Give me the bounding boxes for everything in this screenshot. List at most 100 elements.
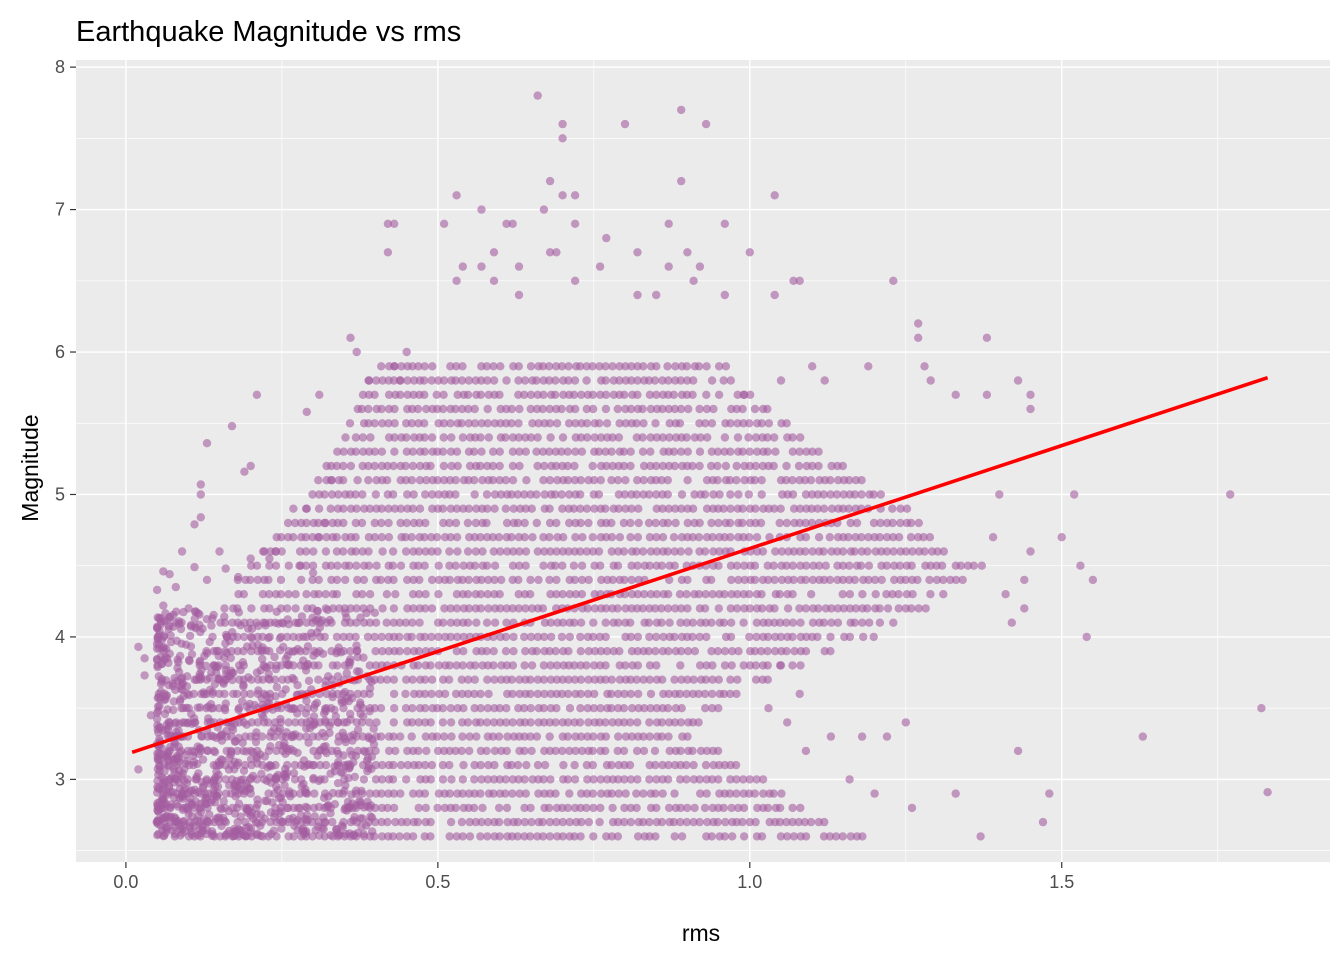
data-point <box>726 561 736 570</box>
data-point <box>207 704 216 713</box>
data-point <box>272 683 282 692</box>
data-point <box>507 533 516 542</box>
data-point <box>921 604 930 613</box>
data-point <box>533 760 543 770</box>
data-point <box>558 590 567 599</box>
data-point <box>266 829 276 839</box>
data-point <box>894 604 903 613</box>
data-point <box>583 732 592 741</box>
data-point <box>489 661 498 670</box>
data-point <box>389 675 399 684</box>
data-point <box>482 518 491 528</box>
data-point <box>439 376 449 385</box>
data-point <box>507 675 517 684</box>
data-point <box>439 675 448 684</box>
data-point <box>470 661 480 670</box>
data-point <box>314 590 323 599</box>
data-point <box>895 561 905 570</box>
data-point <box>570 376 580 385</box>
data-point <box>976 832 985 841</box>
data-point <box>646 547 656 556</box>
data-point <box>795 447 804 456</box>
data-point <box>388 547 398 556</box>
data-point <box>795 276 804 285</box>
data-point <box>832 490 842 499</box>
data-point <box>271 692 280 701</box>
data-point <box>395 832 404 841</box>
data-point <box>507 760 516 770</box>
data-point <box>495 775 504 784</box>
data-point <box>242 702 252 711</box>
data-point <box>470 775 479 784</box>
data-point <box>827 461 836 471</box>
data-point <box>677 832 687 841</box>
data-point <box>434 632 443 642</box>
data-point <box>677 647 686 656</box>
data-point <box>827 604 836 613</box>
data-point <box>626 533 635 542</box>
data-point <box>402 447 411 456</box>
data-point <box>257 694 266 703</box>
data-point <box>409 376 419 385</box>
data-point <box>408 789 418 798</box>
data-point <box>788 661 797 670</box>
data-point <box>682 590 691 599</box>
data-point <box>370 419 379 428</box>
data-point <box>901 575 910 585</box>
data-point <box>540 632 549 642</box>
data-point <box>727 661 736 670</box>
data-point <box>365 504 375 513</box>
data-point <box>496 718 505 727</box>
data-point <box>533 547 542 556</box>
data-point <box>383 248 393 257</box>
data-point <box>532 490 541 499</box>
data-point <box>367 752 376 761</box>
data-point <box>140 654 149 663</box>
data-point <box>246 461 255 471</box>
data-point <box>477 205 486 214</box>
data-point <box>213 675 222 684</box>
data-point <box>289 769 299 778</box>
data-point <box>153 749 162 758</box>
data-point <box>809 561 818 570</box>
data-point <box>314 675 323 684</box>
data-point <box>546 661 555 670</box>
data-point <box>252 561 262 570</box>
data-point <box>339 751 348 760</box>
data-point <box>365 618 375 627</box>
data-point <box>594 447 604 456</box>
data-point <box>1013 376 1023 385</box>
data-point <box>313 606 322 616</box>
data-point <box>299 779 308 789</box>
data-point <box>341 781 350 790</box>
x-tick-label: 0.5 <box>425 872 450 892</box>
data-point <box>345 419 355 428</box>
data-point <box>352 667 362 676</box>
data-point <box>346 333 355 342</box>
data-point <box>739 419 748 428</box>
data-point <box>689 276 698 285</box>
data-point <box>864 533 873 542</box>
data-point <box>676 775 685 784</box>
data-point <box>389 461 398 471</box>
data-point <box>252 390 262 399</box>
data-point <box>663 704 673 713</box>
data-point <box>176 624 186 634</box>
data-point <box>166 813 175 822</box>
data-point <box>391 590 400 599</box>
y-tick-label: 3 <box>55 769 65 789</box>
data-point <box>182 779 192 788</box>
data-point <box>751 433 761 442</box>
data-point <box>652 504 661 513</box>
data-point <box>446 704 455 713</box>
data-point <box>458 689 467 699</box>
data-point <box>838 547 848 556</box>
data-point <box>434 789 444 798</box>
data-point <box>284 590 293 599</box>
data-point <box>388 775 398 784</box>
data-point <box>695 447 705 456</box>
data-point <box>764 618 773 627</box>
data-point <box>608 575 617 585</box>
data-point <box>508 476 518 485</box>
data-point <box>502 704 511 713</box>
